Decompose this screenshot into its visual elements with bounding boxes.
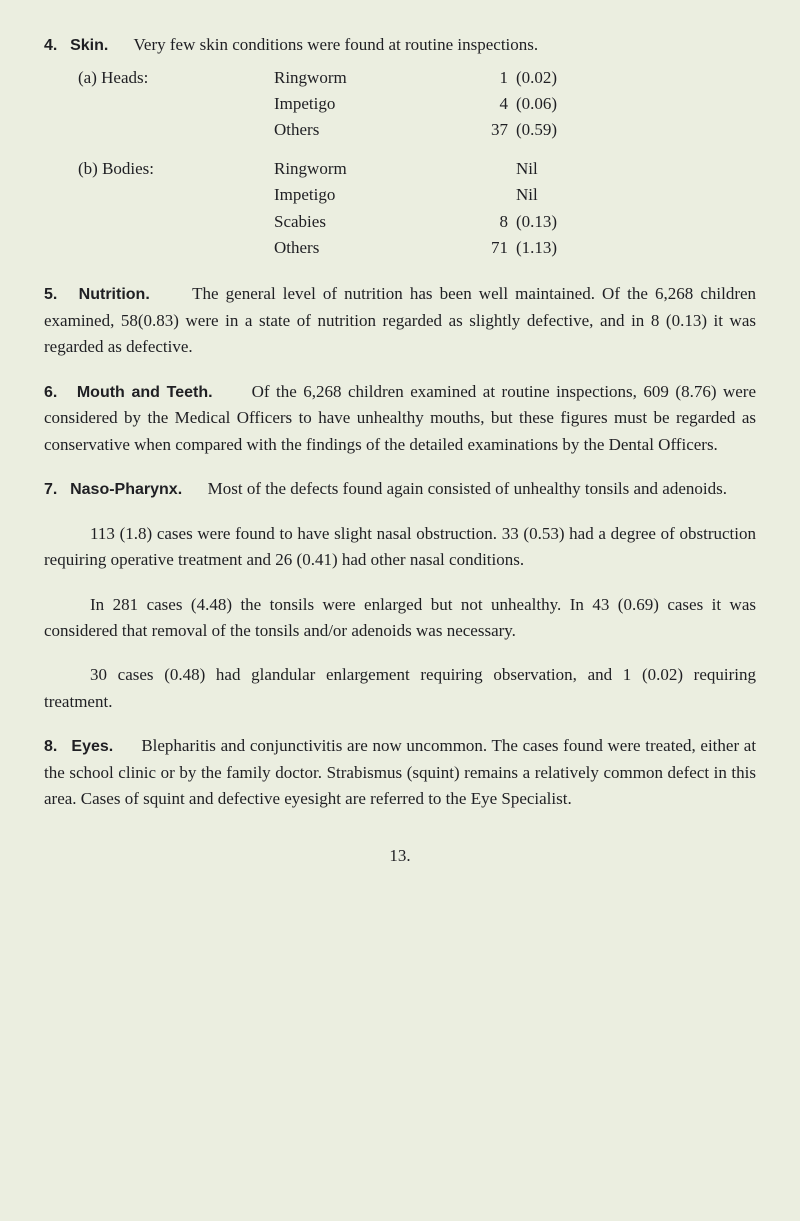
section-num-6: 6. [44,384,57,401]
skin-group-heads: (a) Heads: Ringworm 1 (0.02) Impetigo 4 … [44,65,756,144]
skin-row: Others 71 (1.13) [44,235,756,261]
cond-n [464,156,508,182]
cond-name: Others [274,235,464,261]
section-title-skin: Skin. [70,37,108,54]
skin-group-bodies: (b) Bodies: Ringworm Nil Impetigo Nil Sc… [44,156,756,261]
cond-p: Nil [508,156,596,182]
skin-row: (b) Bodies: Ringworm Nil [44,156,756,182]
skin-row: Impetigo 4 (0.06) [44,91,756,117]
section-nutrition: 5. Nutrition. The general level of nutri… [44,281,756,360]
skin-intro-text: Very few skin conditions were found at r… [134,35,539,54]
cond-p: Nil [508,182,596,208]
cond-name: Ringworm [274,156,464,182]
section-eyes: 8. Eyes. Blepharitis and conjunctivitis … [44,733,756,812]
page: 4. Skin. Very few skin conditions were f… [0,0,800,1221]
section-mouth-teeth: 6. Mouth and Teeth. Of the 6,268 childre… [44,379,756,458]
cond-n: 37 [464,117,508,143]
naso-pharynx-p3: 30 cases (0.48) had glandular enlargemen… [44,662,756,715]
section-num-7: 7. [44,481,57,498]
cond-name: Scabies [274,209,464,235]
skin-row: Impetigo Nil [44,182,756,208]
section-title-naso-pharynx: Naso-Pharynx. [70,481,182,498]
eyes-text: Blepharitis and conjunctivitis are now u… [44,736,756,808]
cond-p: (0.02) [508,65,596,91]
section-title-eyes: Eyes. [71,738,113,755]
naso-pharynx-text: Most of the defects found again consiste… [208,479,727,498]
cond-n: 71 [464,235,508,261]
group-label: (a) Heads: [44,65,274,91]
section-num-5: 5. [44,286,57,303]
naso-pharynx-p2: In 281 cases (4.48) the tonsils were enl… [44,592,756,645]
page-number: 13. [44,843,756,869]
section-title-nutrition: Nutrition. [79,286,150,303]
cond-n [464,182,508,208]
skin-row: Others 37 (0.59) [44,117,756,143]
cond-name: Impetigo [274,182,464,208]
cond-p: (0.13) [508,209,596,235]
section-skin-intro: 4. Skin. Very few skin conditions were f… [44,32,756,59]
cond-n: 1 [464,65,508,91]
skin-row: (a) Heads: Ringworm 1 (0.02) [44,65,756,91]
skin-row: Scabies 8 (0.13) [44,209,756,235]
cond-p: (0.59) [508,117,596,143]
cond-name: Impetigo [274,91,464,117]
naso-pharynx-p1: 113 (1.8) cases were found to have sligh… [44,521,756,574]
cond-n: 4 [464,91,508,117]
cond-n: 8 [464,209,508,235]
section-naso-pharynx: 7. Naso-Pharynx. Most of the defects fou… [44,476,756,503]
group-label: (b) Bodies: [44,156,274,182]
cond-name: Ringworm [274,65,464,91]
section-num-8: 8. [44,738,57,755]
cond-p: (0.06) [508,91,596,117]
cond-p: (1.13) [508,235,596,261]
section-title-mouth-teeth: Mouth and Teeth. [77,384,213,401]
nutrition-text: The general level of nutrition has been … [44,284,756,356]
cond-name: Others [274,117,464,143]
section-num-4: 4. [44,37,57,54]
